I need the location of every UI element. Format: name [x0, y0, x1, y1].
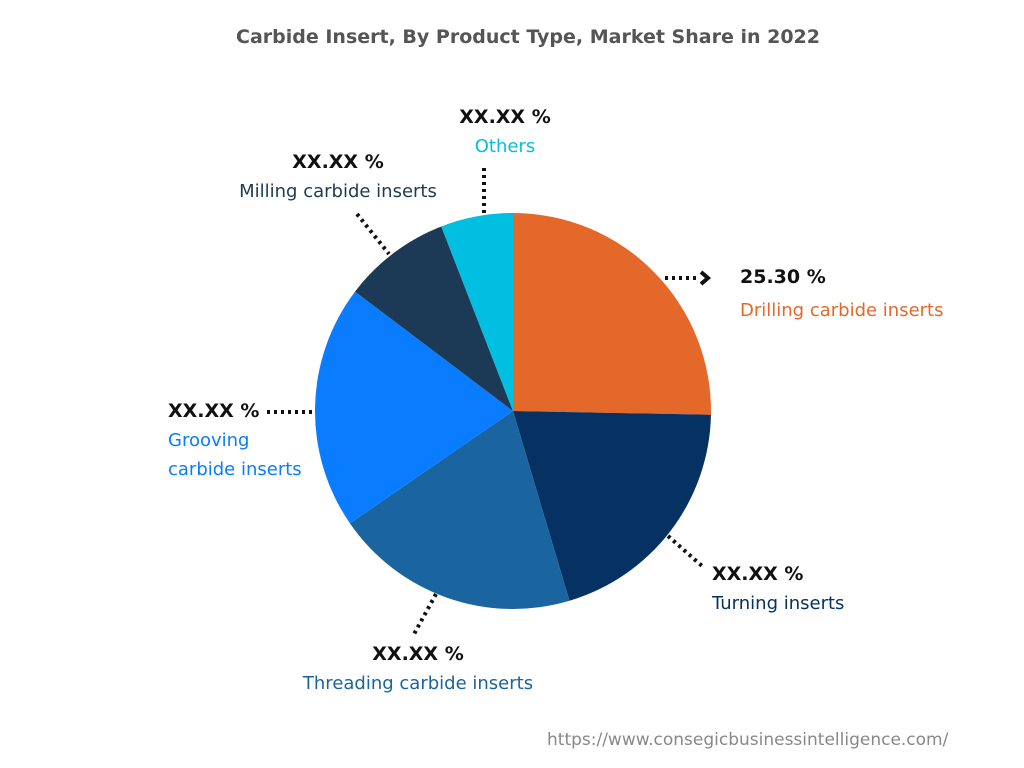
slice-name: Others [474, 136, 536, 157]
slice-value: XX.XX % [168, 400, 260, 422]
slice-label-2: XX.XX % Threading carbide inserts [290, 640, 546, 698]
leader-line-2 [411, 593, 438, 637]
slice-name: Milling carbide inserts [239, 181, 437, 202]
slice-name: Turning inserts [712, 593, 845, 614]
slice-name: Drilling carbide inserts [740, 300, 944, 321]
slice-label-4: XX.XX % Milling carbide inserts [228, 148, 448, 206]
slice-value: XX.XX % [372, 643, 464, 665]
pie-slice-1 [513, 411, 711, 601]
slice-value: 25.30 % [740, 266, 826, 288]
slice-value: XX.XX % [292, 151, 384, 173]
pie-slice-3 [314, 291, 513, 524]
pie-slice-2 [349, 411, 570, 609]
slice-name: Grooving carbide inserts [168, 430, 302, 480]
slice-value: XX.XX % [459, 106, 551, 128]
arrow-icon [699, 270, 712, 286]
chart-title: Carbide Insert, By Product Type, Market … [236, 26, 820, 48]
pie-slice-5 [441, 213, 513, 411]
slice-label-3: XX.XX % Grooving carbide inserts [168, 397, 328, 484]
pie-slice-4 [355, 226, 513, 411]
slice-label-0: 25.30 % Drilling carbide inserts [740, 263, 1000, 325]
source-url: https://www.consegicbusinessintelligence… [547, 730, 949, 750]
pie-slice-0 [513, 213, 712, 415]
leader-line-4 [355, 212, 391, 256]
slice-label-1: XX.XX % Turning inserts [712, 560, 912, 618]
slice-label-5: XX.XX % Others [440, 103, 570, 161]
slice-value: XX.XX % [712, 563, 804, 585]
leader-line-1 [666, 534, 704, 568]
slice-name: Threading carbide inserts [302, 673, 534, 694]
